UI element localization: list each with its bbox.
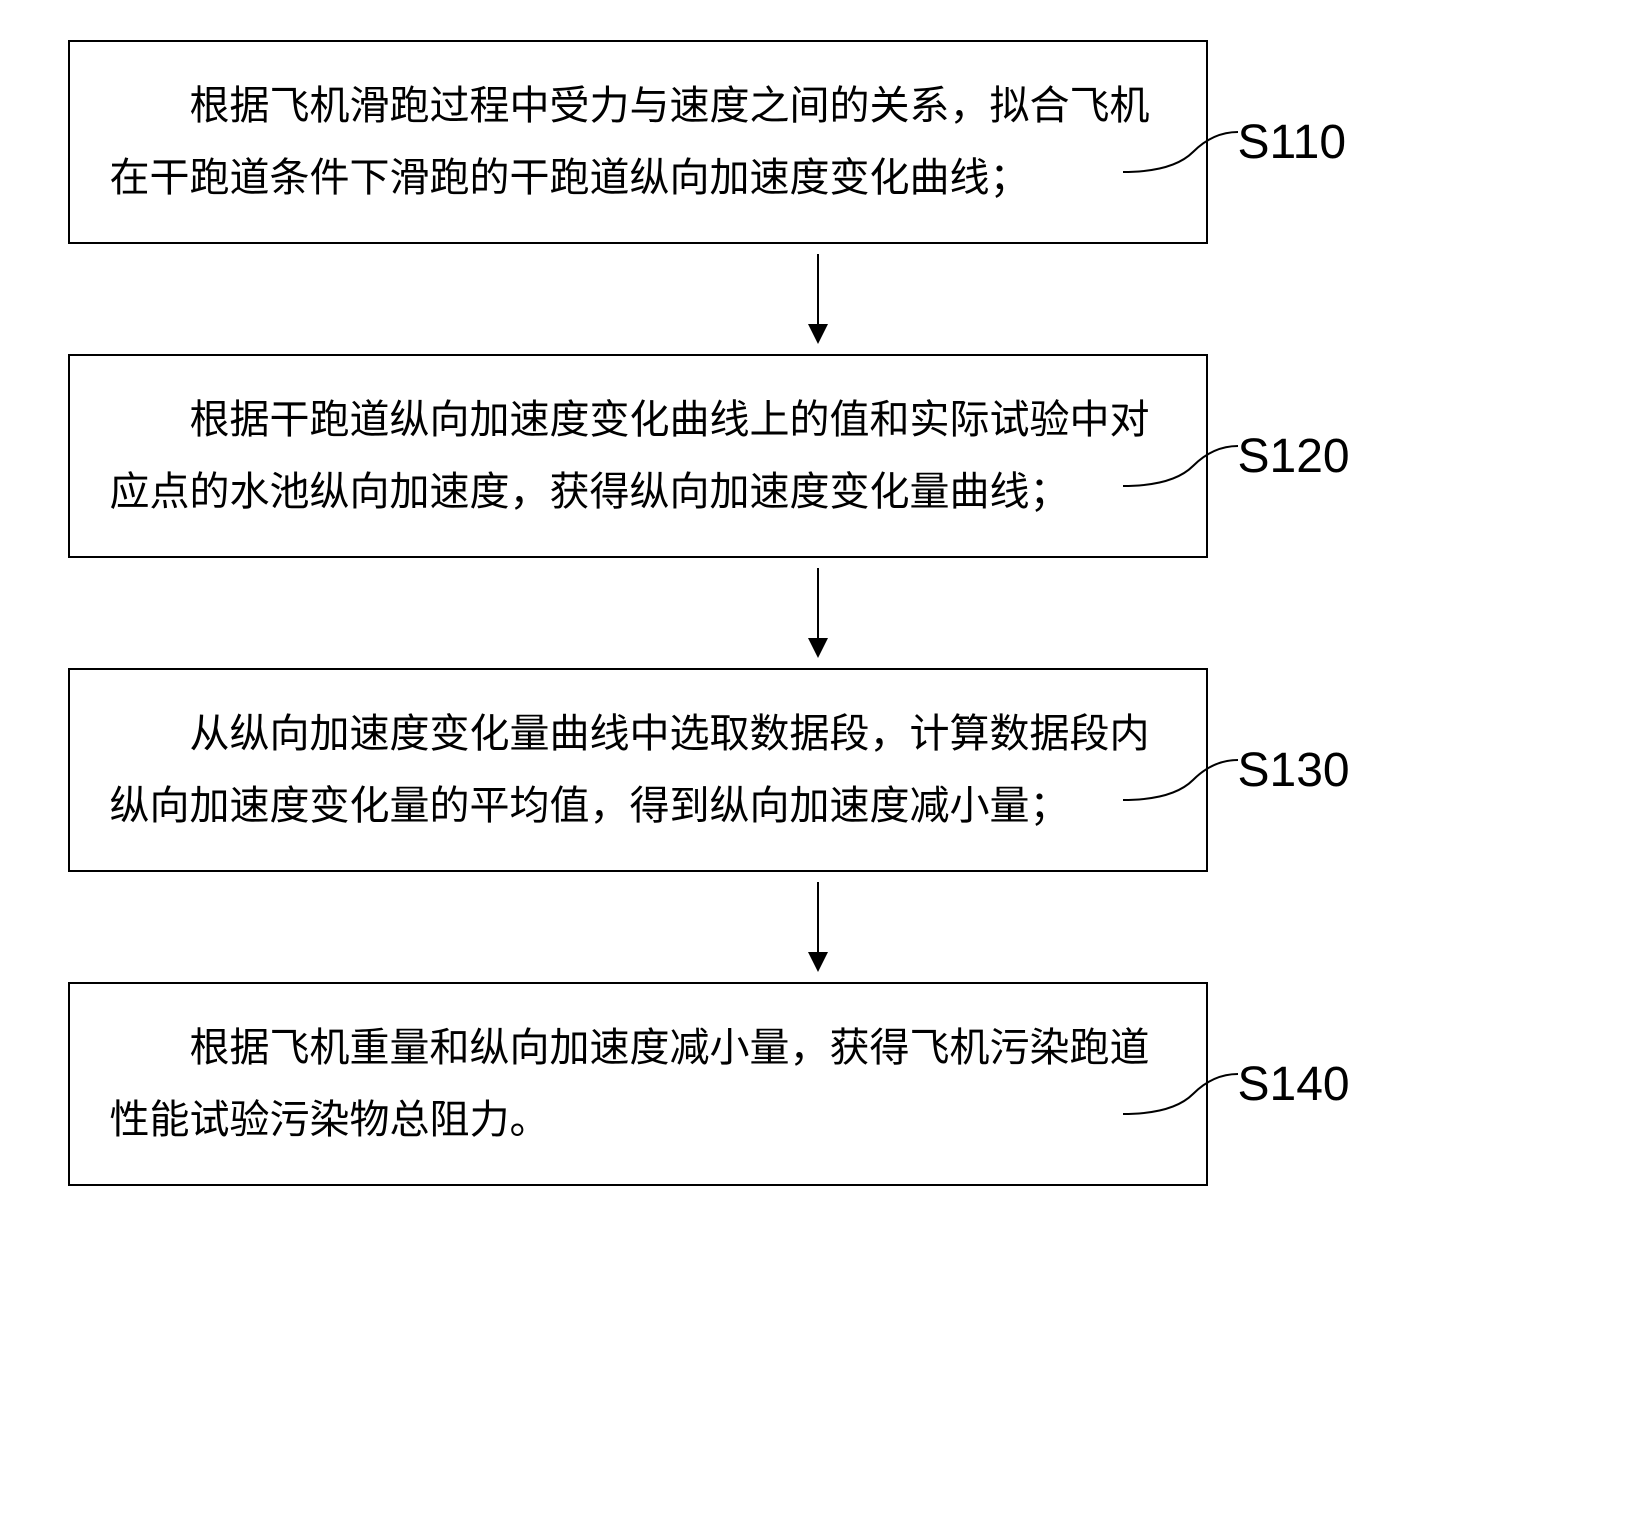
step-id: S110 <box>1238 116 1347 169</box>
step-text: 根据干跑道纵向加速度变化曲线上的值和实际试验中对应点的水池纵向加速度，获得纵向加… <box>110 397 1150 514</box>
step-text: 根据飞机重量和纵向加速度减小量，获得飞机污染跑道性能试验污染物总阻力。 <box>110 1025 1150 1142</box>
step-row-s110: 根据飞机滑跑过程中受力与速度之间的关系，拟合飞机在干跑道条件下滑跑的干跑道纵向加… <box>68 40 1568 244</box>
flowchart-container: 根据飞机滑跑过程中受力与速度之间的关系，拟合飞机在干跑道条件下滑跑的干跑道纵向加… <box>68 40 1568 1186</box>
arrow-down-icon <box>798 882 838 972</box>
arrow-container <box>248 872 1388 982</box>
step-row-s120: 根据干跑道纵向加速度变化曲线上的值和实际试验中对应点的水池纵向加速度，获得纵向加… <box>68 354 1568 558</box>
step-label-s120: S120 <box>1238 429 1350 484</box>
step-box-s130: 从纵向加速度变化量曲线中选取数据段，计算数据段内纵向加速度变化量的平均值，得到纵… <box>68 668 1208 872</box>
arrow-down-icon <box>798 254 838 344</box>
step-box-s140: 根据飞机重量和纵向加速度减小量，获得飞机污染跑道性能试验污染物总阻力。 <box>68 982 1208 1186</box>
step-box-s120: 根据干跑道纵向加速度变化曲线上的值和实际试验中对应点的水池纵向加速度，获得纵向加… <box>68 354 1208 558</box>
step-label-s130: S130 <box>1238 743 1350 798</box>
arrow-container <box>248 244 1388 354</box>
step-box-s110: 根据飞机滑跑过程中受力与速度之间的关系，拟合飞机在干跑道条件下滑跑的干跑道纵向加… <box>68 40 1208 244</box>
step-id: S130 <box>1238 744 1350 797</box>
step-text: 根据飞机滑跑过程中受力与速度之间的关系，拟合飞机在干跑道条件下滑跑的干跑道纵向加… <box>110 83 1150 200</box>
step-text: 从纵向加速度变化量曲线中选取数据段，计算数据段内纵向加速度变化量的平均值，得到纵… <box>110 711 1150 828</box>
step-row-s140: 根据飞机重量和纵向加速度减小量，获得飞机污染跑道性能试验污染物总阻力。 S140 <box>68 982 1568 1186</box>
arrow-container <box>248 558 1388 668</box>
step-row-s130: 从纵向加速度变化量曲线中选取数据段，计算数据段内纵向加速度变化量的平均值，得到纵… <box>68 668 1568 872</box>
step-label-s110: S110 <box>1238 115 1347 170</box>
step-label-s140: S140 <box>1238 1057 1350 1112</box>
step-id: S120 <box>1238 430 1350 483</box>
step-id: S140 <box>1238 1058 1350 1111</box>
arrow-down-icon <box>798 568 838 658</box>
